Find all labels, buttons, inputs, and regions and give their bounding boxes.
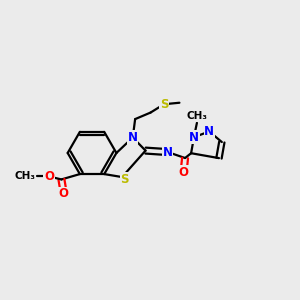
- Text: O: O: [59, 187, 69, 200]
- Text: N: N: [163, 146, 173, 159]
- Text: S: S: [120, 173, 129, 186]
- Text: O: O: [178, 166, 189, 179]
- Text: S: S: [160, 98, 168, 111]
- Text: N: N: [204, 125, 214, 138]
- Text: CH₃: CH₃: [186, 111, 207, 122]
- Text: N: N: [189, 130, 199, 144]
- Text: CH₃: CH₃: [15, 172, 36, 182]
- Text: O: O: [44, 170, 54, 183]
- Text: N: N: [128, 131, 138, 144]
